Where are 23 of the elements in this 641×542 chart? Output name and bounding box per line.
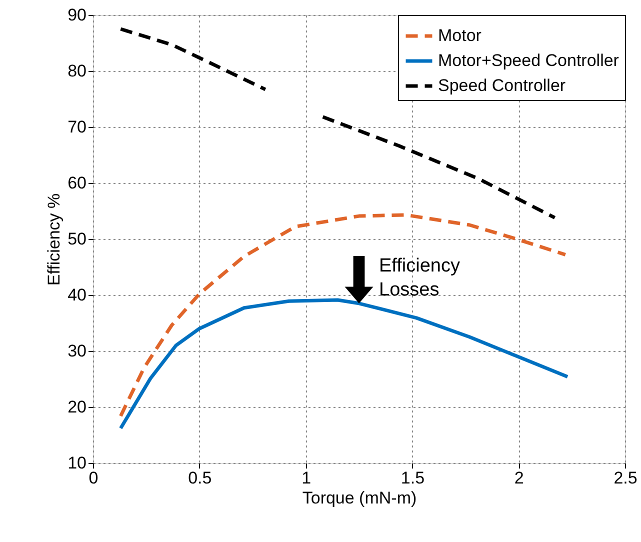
x-tick-label: 1.5	[400, 468, 425, 488]
y-tick-label: 80	[68, 62, 86, 80]
y-axis-title: Efficiency %	[44, 193, 64, 286]
y-tick-label: 20	[68, 398, 86, 416]
legend-label: Motor	[438, 26, 482, 45]
y-tick-label: 30	[68, 342, 86, 360]
annotation: Efficiency Losses	[379, 255, 460, 300]
y-tick-label: 90	[68, 6, 86, 24]
y-tick-label: 40	[68, 286, 86, 304]
y-tick-label: 60	[68, 174, 86, 192]
line-series	[118, 298, 570, 430]
y-tick-label: 10	[68, 454, 86, 472]
x-tick-label: 2	[514, 468, 524, 488]
legend-label: Speed Controller	[438, 76, 566, 95]
x-axis-title: Torque (mN-m)	[302, 488, 417, 508]
line-series	[118, 213, 568, 418]
x-tick-label: 2.5	[614, 468, 638, 488]
y-tick-label: 50	[68, 230, 86, 248]
x-tick-label: 0	[88, 468, 98, 488]
x-tick-label: 1	[302, 468, 312, 488]
legend-label: Motor+Speed Controller	[438, 51, 620, 70]
y-tick-label: 70	[68, 118, 86, 136]
x-tick-label: 0.5	[188, 468, 212, 488]
